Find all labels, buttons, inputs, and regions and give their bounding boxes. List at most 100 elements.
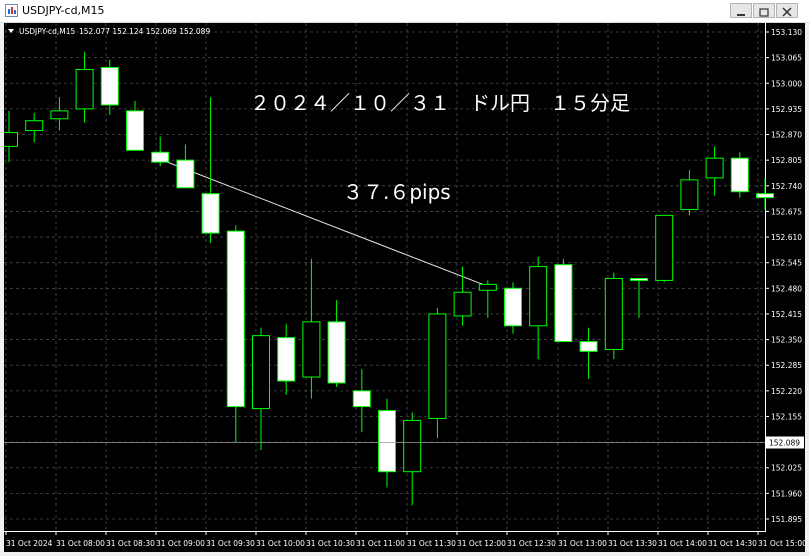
candle [151, 136, 170, 167]
candle-body [504, 287, 522, 327]
candle [378, 398, 396, 488]
window-title: USDJPY-cd,M15 [22, 4, 105, 17]
price-label: 152.675 [771, 207, 802, 216]
chart-ohlc-values: 152.077 152.124 152.069 152.089 [79, 27, 210, 36]
candle-body [730, 157, 749, 193]
time-label: 31 Oct 12:00 [457, 539, 506, 548]
candle-body [705, 157, 724, 179]
annotation-pips: ３７.６pips [343, 180, 451, 204]
chart-info: USDJPY-cd,M15 152.077 152.124 152.069 15… [8, 27, 210, 36]
time-label: 31 Oct 09:00 [156, 539, 205, 548]
candle [554, 258, 573, 343]
candle-body [352, 390, 371, 408]
current-price-box [766, 436, 804, 449]
candles-layer [4, 51, 774, 506]
candle-body [630, 277, 648, 281]
price-label: 153.000 [771, 79, 802, 88]
candle-body [50, 110, 69, 120]
candle [75, 51, 94, 123]
candle [352, 369, 371, 433]
price-label: 152.415 [771, 310, 802, 319]
time-label: 31 Oct 08:00 [56, 539, 105, 548]
candle [504, 282, 522, 334]
candle-body [327, 321, 346, 384]
time-label: 31 Oct 15:00 [758, 539, 805, 548]
candle-body [4, 132, 18, 147]
time-label: 31 Oct 14:30 [708, 539, 757, 548]
price-label: 152.870 [771, 131, 802, 140]
time-label: 31 Oct 13:00 [558, 539, 607, 548]
price-label: 152.805 [771, 156, 802, 165]
candle-body [226, 230, 245, 408]
time-label: 31 Oct 2024 [6, 539, 53, 548]
price-label: 153.130 [771, 28, 802, 37]
candle-body [428, 313, 447, 419]
candle-body [100, 66, 119, 106]
dropdown-triangle-icon[interactable] [8, 29, 14, 33]
price-label: 152.545 [771, 259, 802, 268]
candle [730, 152, 749, 198]
candle [529, 256, 548, 360]
candle [126, 101, 144, 151]
trendline-layer [160, 158, 488, 287]
time-label: 31 Oct 14:00 [658, 539, 707, 548]
candle [327, 300, 346, 387]
candle [252, 327, 270, 450]
time-label: 31 Oct 12:30 [507, 539, 556, 548]
candle [4, 110, 18, 163]
candle [604, 272, 623, 360]
candle-body [529, 266, 548, 327]
candle [705, 146, 724, 196]
candle-body [453, 291, 472, 317]
candle [100, 59, 119, 115]
candle-body [680, 179, 699, 210]
candle [756, 177, 774, 210]
candle [277, 323, 296, 395]
candle-body [554, 264, 573, 343]
restore-button[interactable] [753, 3, 775, 18]
candle-body [75, 68, 94, 110]
candle-body [277, 337, 296, 382]
chart-grid [4, 23, 765, 531]
candle-body [604, 277, 623, 350]
price-label: 153.065 [771, 54, 802, 63]
price-label: 152.480 [771, 284, 802, 293]
candle-body [252, 335, 270, 410]
trendline[interactable] [160, 158, 488, 287]
candle-body [126, 110, 144, 151]
candle-body [151, 151, 170, 163]
price-label: 152.610 [771, 233, 802, 242]
close-icon [782, 7, 792, 17]
time-label: 31 Oct 11:00 [356, 539, 405, 548]
candle [176, 144, 195, 189]
annotation-title: ２０２４／１０／３１ ドル円 １５分足 [250, 91, 630, 115]
time-label: 31 Oct 09:30 [206, 539, 255, 548]
candle [680, 170, 699, 216]
candle [478, 280, 497, 318]
price-label: 151.960 [771, 489, 802, 498]
time-axis: 31 Oct 2024 31 Oct 08:00 31 Oct 08:30 31 Oc… [5, 531, 805, 548]
price-label: 152.155 [771, 412, 802, 421]
minimize-button[interactable] [730, 3, 752, 18]
price-label: 152.935 [771, 105, 802, 114]
candle [655, 214, 674, 283]
price-label: 151.895 [771, 515, 802, 524]
current-price-layer: 152.089 [4, 436, 804, 449]
candle-body [25, 120, 44, 132]
candle [630, 277, 648, 318]
restore-icon [759, 8, 769, 17]
candle [453, 266, 472, 326]
chart-symbol-timeframe: USDJPY-cd,M15 [19, 27, 76, 36]
candle [403, 412, 422, 506]
candle-body [176, 159, 195, 189]
window-titlebar[interactable]: USDJPY-cd,M15 [0, 0, 809, 23]
chart-app-icon [5, 4, 18, 17]
close-button[interactable] [776, 3, 798, 18]
price-chart[interactable]: 153.130 153.065 153.000 152.935 152.870 152.8… [4, 23, 805, 552]
time-label: 31 Oct 10:00 [256, 539, 305, 548]
candle [302, 258, 321, 399]
price-label: 152.740 [771, 182, 802, 191]
candle-body [756, 193, 774, 199]
candle-body [655, 214, 674, 281]
